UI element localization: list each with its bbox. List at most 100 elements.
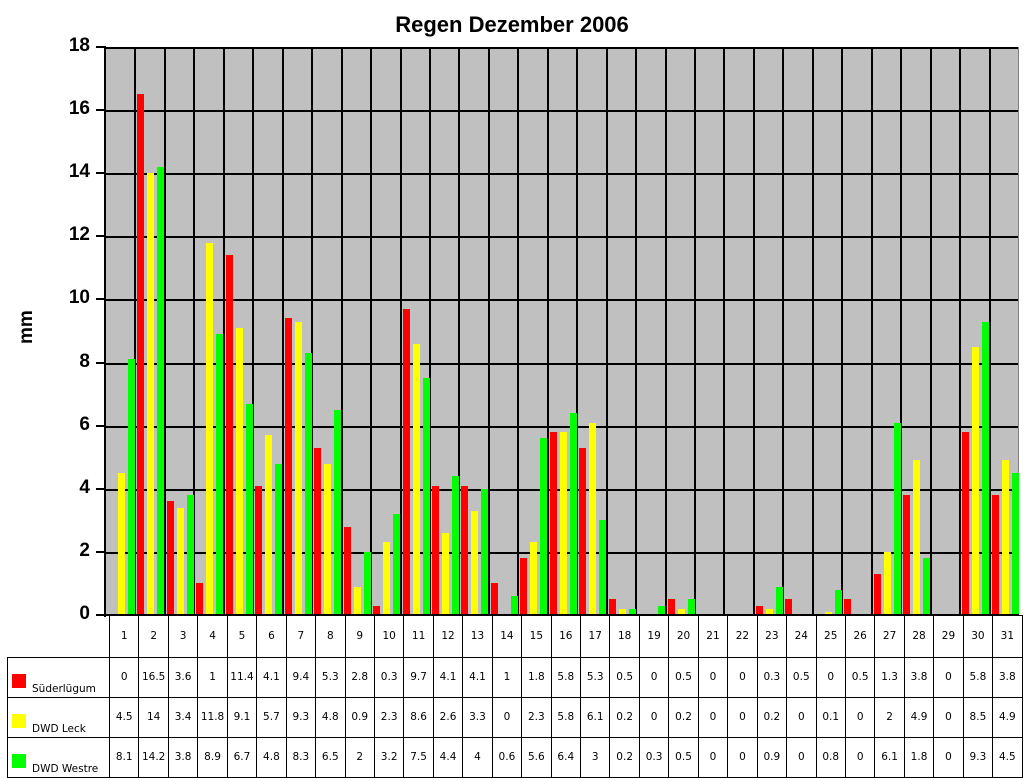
bar-dwd-westre	[569, 413, 577, 615]
gridline-vertical	[222, 48, 225, 615]
data-cell: 2.3	[521, 696, 552, 738]
bar-süderlügum	[373, 605, 381, 615]
data-cell: 3.8	[167, 736, 199, 778]
category-label: 24	[786, 615, 817, 658]
data-cell: 3.3	[462, 696, 493, 738]
data-cell: 3.8	[992, 656, 1023, 698]
legend-swatch	[12, 673, 26, 688]
legend-label: DWD Leck	[32, 722, 86, 735]
data-cell: 1.8	[521, 656, 552, 698]
bar-dwd-westre	[275, 463, 283, 615]
data-cell: 1.8	[903, 736, 935, 778]
bar-süderlügum	[962, 431, 970, 615]
bar-süderlügum	[225, 255, 233, 615]
data-cell: 0.6	[491, 736, 523, 778]
data-cell: 11.4	[226, 656, 258, 698]
category-label: 10	[373, 615, 405, 658]
bar-dwd-leck	[235, 327, 243, 615]
data-cell: 0.5	[609, 656, 640, 698]
bar-süderlügum	[991, 495, 999, 615]
legend-label: Süderlügum	[32, 682, 96, 695]
bar-dwd-westre	[128, 359, 135, 615]
y-tick-label: 8	[79, 350, 90, 372]
bar-süderlügum	[490, 583, 498, 615]
bar-dwd-leck	[765, 608, 773, 615]
bar-dwd-leck	[589, 422, 597, 615]
data-cell: 0.2	[609, 696, 640, 738]
bar-dwd-westre	[599, 520, 607, 615]
bar-süderlügum	[608, 599, 616, 615]
y-tick-mark	[96, 46, 106, 48]
bar-dwd-westre	[216, 334, 224, 615]
y-tick-label: 18	[68, 35, 90, 56]
data-cell: 0	[697, 656, 729, 698]
bar-dwd-westre	[186, 495, 194, 615]
gridline-vertical	[900, 48, 903, 615]
gridline-vertical	[723, 48, 726, 615]
category-label: 30	[962, 615, 994, 658]
data-cell: 9.4	[285, 656, 317, 698]
bar-süderlügum	[402, 308, 410, 615]
bar-dwd-leck	[883, 551, 891, 615]
gridline-vertical	[664, 48, 667, 615]
bar-dwd-westre	[157, 166, 165, 615]
bar-dwd-westre	[775, 586, 783, 615]
data-cell: 0.3	[756, 656, 788, 698]
data-cell: 4.1	[462, 656, 493, 698]
category-label: 16	[550, 615, 582, 658]
gridline-vertical	[782, 48, 785, 615]
category-label: 31	[992, 615, 1023, 658]
bar-süderlügum	[667, 599, 675, 615]
bar-dwd-westre	[687, 599, 695, 615]
data-cell: 9.7	[403, 656, 434, 698]
gridline-horizontal	[106, 47, 1018, 49]
bar-dwd-leck	[618, 608, 626, 615]
data-cell: 5.7	[256, 696, 287, 738]
data-cell: 0.1	[815, 696, 846, 738]
gridline-vertical	[694, 48, 697, 615]
bar-süderlügum	[520, 558, 528, 615]
gridline-vertical	[605, 48, 608, 615]
legend-swatch	[12, 753, 26, 768]
data-cell: 0.2	[609, 736, 640, 778]
bar-dwd-westre	[923, 558, 931, 615]
category-header-row: 1 2 3 4 5 6 7 8 9 10 11 12 13 14 15 16 17 18 19 20 21 22 23 24 2…	[7, 615, 1023, 658]
gridline-vertical	[399, 48, 402, 615]
data-cell: 0.5	[844, 656, 876, 698]
chart-title: Regen Dezember 2006	[395, 12, 629, 37]
data-cell: 5.3	[315, 656, 346, 698]
data-cell: 0	[727, 656, 758, 698]
bar-süderlügum	[314, 447, 322, 615]
bar-süderlügum	[903, 495, 911, 615]
category-label: 14	[491, 615, 523, 658]
category-label: 13	[462, 615, 493, 658]
bar-dwd-leck	[1001, 460, 1009, 615]
y-tick-label: 10	[68, 287, 90, 309]
data-cell: 1	[491, 656, 523, 698]
data-cell: 11.8	[197, 696, 228, 738]
bar-dwd-leck	[530, 542, 538, 615]
gridline-vertical	[988, 48, 991, 615]
data-cell: 9.3	[285, 696, 317, 738]
bar-dwd-westre	[1011, 473, 1019, 615]
bar-dwd-westre	[628, 608, 636, 615]
data-table: 1 2 3 4 5 6 7 8 9 10 11 12 13 14 15 16 17 18 19 20 21 22 23 24 2…	[7, 615, 1023, 778]
data-cell: 0	[933, 696, 964, 738]
y-tick-mark	[96, 298, 106, 301]
bar-süderlügum	[166, 501, 174, 615]
category-label: 18	[609, 615, 640, 658]
bar-dwd-westre	[393, 514, 401, 615]
category-label: 19	[638, 615, 670, 658]
data-cell: 0	[491, 696, 523, 738]
category-label: 21	[697, 615, 729, 658]
bar-dwd-westre	[982, 321, 990, 615]
plot-area	[106, 47, 1019, 615]
category-label: 3	[167, 615, 199, 658]
data-cell: 0.9	[344, 696, 375, 738]
data-cell: 0.3	[373, 656, 405, 698]
data-cell: 0.9	[756, 736, 788, 778]
y-tick-label: 6	[79, 413, 90, 435]
bar-dwd-leck	[412, 343, 420, 615]
data-cell: 2.6	[432, 696, 464, 738]
bar-süderlügum	[549, 431, 557, 615]
